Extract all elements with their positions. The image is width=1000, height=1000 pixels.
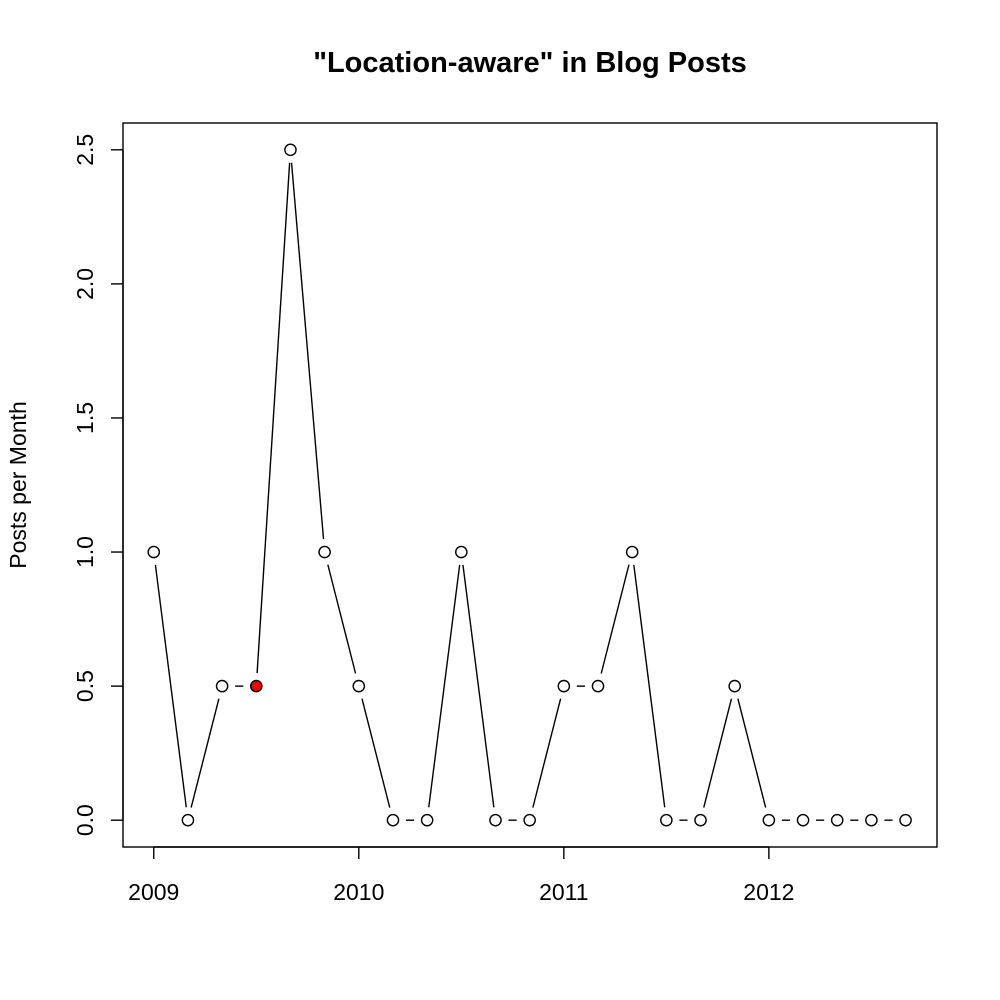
plot-frame (122, 122, 938, 848)
series-segment (633, 564, 666, 808)
data-point (591, 679, 605, 693)
y-tick-label: 1.5 (72, 402, 98, 434)
series-segment (703, 698, 733, 808)
data-point (660, 813, 673, 827)
data-point (420, 813, 434, 827)
data-point (284, 143, 297, 157)
series-segment (600, 564, 630, 674)
series-segment (327, 564, 357, 674)
data-point (181, 813, 195, 827)
data-point (625, 545, 639, 559)
data-point (865, 813, 878, 827)
data-point (899, 813, 912, 827)
chart-title: "Location-aware" in Blog Posts (313, 47, 747, 79)
data-point (694, 813, 707, 827)
y-tick-label: 1.0 (72, 536, 98, 568)
y-axis: 0.0 0.5 1.0 1.5 2.0 2.5 (72, 134, 124, 836)
data-point (386, 813, 400, 827)
data-point (762, 813, 776, 827)
data-point (489, 813, 502, 827)
y-tick-label: 0.5 (72, 670, 98, 702)
data-point (147, 545, 161, 559)
y-tick-label: 2.0 (72, 268, 98, 300)
series-points (147, 143, 912, 827)
series-line (154, 162, 893, 821)
y-axis-label: Posts per Month (5, 401, 31, 568)
highlighted-data-point (249, 679, 263, 693)
series-segment (532, 698, 562, 808)
series-segment (256, 162, 291, 674)
data-point (352, 679, 366, 693)
x-tick-label: 2010 (333, 879, 384, 905)
y-tick-label: 0.0 (72, 804, 98, 836)
data-point (728, 679, 741, 693)
x-tick-label: 2009 (128, 879, 179, 905)
series-segment (737, 698, 767, 808)
series-segment (290, 162, 325, 540)
x-axis: 2009 2010 2011 2012 (128, 846, 794, 905)
series-segment (462, 564, 495, 808)
series-segment (190, 698, 220, 808)
data-point (215, 679, 229, 693)
data-point (318, 545, 331, 559)
series-segment (154, 564, 187, 808)
data-point (523, 813, 536, 827)
x-tick-label: 2011 (539, 879, 588, 905)
data-point (796, 813, 810, 827)
x-tick-label: 2012 (743, 879, 794, 905)
series-segment (428, 564, 461, 808)
data-point (830, 813, 844, 827)
data-point (557, 679, 571, 693)
y-tick-label: 2.5 (72, 134, 98, 166)
data-point (455, 545, 468, 559)
series-segment (361, 698, 391, 808)
